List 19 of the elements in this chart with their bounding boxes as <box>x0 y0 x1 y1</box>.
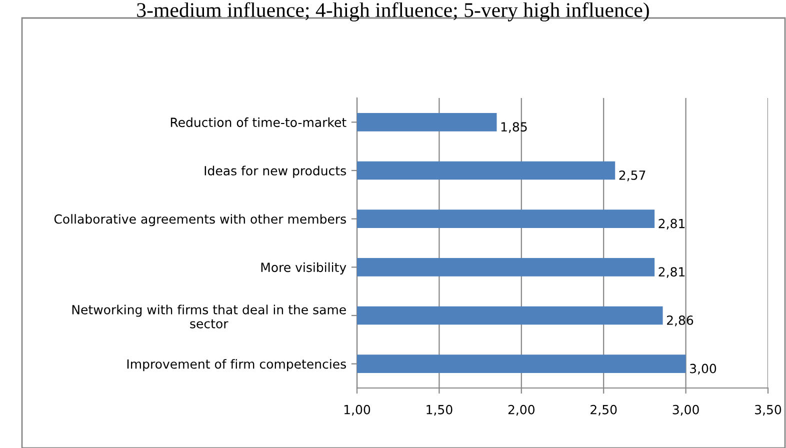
data-label: 2,86 <box>666 315 694 326</box>
y-tick-label: Ideas for new products <box>204 166 346 178</box>
data-label: 1,85 <box>501 122 527 133</box>
x-tick-label: 2,00 <box>508 404 534 416</box>
x-tick-label: 3,50 <box>755 404 782 416</box>
y-tick-label: Collaborative agreements with other members <box>54 214 346 226</box>
data-label: 2,81 <box>658 267 685 278</box>
y-tick-label: Reduction of time-to-market <box>170 117 346 128</box>
y-tick-label: More visibility <box>261 262 346 275</box>
data-label: 3,00 <box>690 364 716 375</box>
x-tick-label: 2,50 <box>590 404 617 416</box>
y-tick-label: Networking with firms that deal in the same sector <box>72 304 346 328</box>
chart-title: 3-medium influence; 4-high influence; 5-very high influence) <box>137 2 649 22</box>
x-tick-label: 1,00 <box>344 404 370 416</box>
data-label: 2,81 <box>658 218 685 230</box>
x-tick-label: 1,50 <box>426 404 452 416</box>
y-tick-label: Improvement of firm competencies <box>127 359 346 372</box>
x-tick-label: 3,00 <box>672 404 699 416</box>
data-label: 2,57 <box>619 170 646 182</box>
